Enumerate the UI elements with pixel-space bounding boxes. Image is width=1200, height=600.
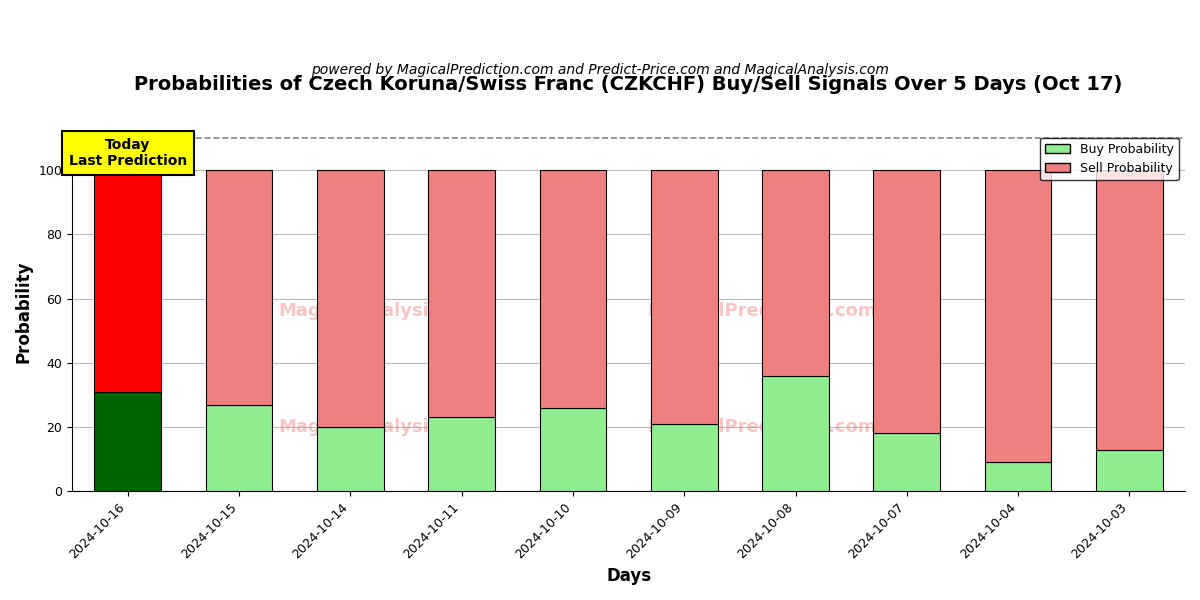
Bar (985, 170, 1051, 463)
Bar (874, 433, 940, 491)
Title: Probabilities of Czech Koruna/Swiss Franc (CZKCHF) Buy/Sell Signals Over 5 Days : Probabilities of Czech Koruna/Swiss Fran… (134, 75, 1123, 94)
Bar (428, 170, 496, 418)
Bar (650, 170, 718, 424)
Bar (205, 170, 272, 404)
Y-axis label: Probability: Probability (16, 260, 34, 363)
Bar (1096, 170, 1163, 449)
Text: MagicalAnalysis.com: MagicalAnalysis.com (278, 302, 488, 320)
Bar (317, 427, 384, 491)
Bar (1096, 449, 1163, 491)
Bar (317, 170, 384, 427)
Bar (650, 424, 718, 491)
Bar (985, 463, 1051, 491)
Bar (428, 418, 496, 491)
Bar (540, 170, 606, 408)
Bar (95, 170, 161, 392)
Text: powered by MagicalPrediction.com and Predict-Price.com and MagicalAnalysis.com: powered by MagicalPrediction.com and Pre… (311, 63, 889, 77)
Text: Today
Last Prediction: Today Last Prediction (68, 138, 187, 168)
Bar (540, 408, 606, 491)
Bar (874, 170, 940, 433)
Text: MagicalPrediction.com: MagicalPrediction.com (647, 302, 877, 320)
Text: MagicalPrediction.com: MagicalPrediction.com (647, 418, 877, 436)
Bar (205, 404, 272, 491)
X-axis label: Days: Days (606, 567, 652, 585)
Bar (95, 392, 161, 491)
Legend: Buy Probability, Sell Probability: Buy Probability, Sell Probability (1040, 138, 1178, 180)
Bar (762, 170, 829, 376)
Text: MagicalAnalysis.com: MagicalAnalysis.com (278, 418, 488, 436)
Bar (762, 376, 829, 491)
